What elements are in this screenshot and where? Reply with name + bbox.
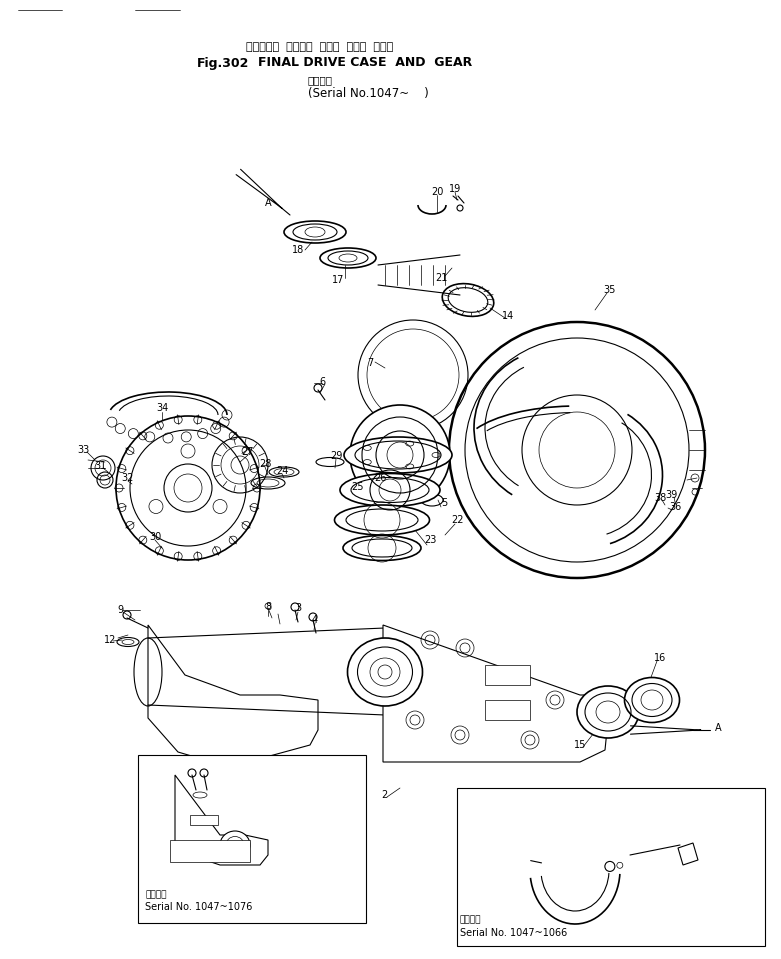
Ellipse shape: [625, 677, 679, 722]
Text: 5: 5: [441, 498, 448, 508]
Polygon shape: [190, 815, 218, 825]
Text: 適用号機: 適用号機: [308, 75, 333, 85]
Bar: [138, 755, 366, 923]
Text: 16: 16: [654, 653, 666, 663]
Text: 35: 35: [604, 285, 616, 295]
Text: 33: 33: [77, 445, 89, 455]
Text: 8: 8: [265, 602, 271, 612]
Text: 36: 36: [669, 502, 681, 512]
Text: 適用号機: 適用号機: [460, 916, 482, 924]
Text: 22: 22: [451, 515, 464, 525]
Polygon shape: [485, 665, 530, 685]
Text: 13: 13: [157, 767, 169, 777]
Text: 32: 32: [122, 473, 134, 483]
Text: 23: 23: [424, 535, 436, 545]
Text: 30: 30: [149, 532, 161, 542]
Text: 9: 9: [177, 770, 183, 780]
Text: Serial No. 1047~1076: Serial No. 1047~1076: [145, 902, 252, 912]
Text: 31: 31: [94, 461, 106, 471]
Bar: [457, 788, 765, 946]
Text: FINAL DRIVE CASE  AND  GEAR: FINAL DRIVE CASE AND GEAR: [258, 57, 473, 69]
Text: 19: 19: [449, 184, 461, 194]
Polygon shape: [678, 843, 698, 865]
Ellipse shape: [344, 437, 452, 473]
Text: 37: 37: [689, 870, 701, 880]
Text: 18: 18: [292, 245, 304, 255]
Text: 26: 26: [374, 473, 386, 483]
Text: 39: 39: [665, 490, 677, 500]
Polygon shape: [485, 700, 530, 720]
Text: 25: 25: [351, 482, 364, 492]
Text: 3: 3: [295, 603, 301, 613]
Text: 12: 12: [104, 635, 116, 645]
Text: (Serial No.1047~    ): (Serial No.1047~ ): [308, 86, 429, 100]
Text: 28: 28: [259, 459, 271, 469]
Text: 29: 29: [330, 451, 342, 461]
Text: 38: 38: [654, 493, 666, 503]
Text: 15: 15: [574, 740, 587, 750]
Text: 4: 4: [312, 615, 318, 625]
Text: 9: 9: [117, 605, 123, 615]
Ellipse shape: [340, 474, 440, 506]
Text: 適用号機: 適用号機: [145, 891, 166, 900]
Text: 2: 2: [381, 790, 387, 800]
Text: 24: 24: [276, 466, 288, 476]
Text: 20: 20: [431, 187, 443, 197]
Text: 6: 6: [319, 377, 325, 387]
Ellipse shape: [577, 686, 639, 738]
Ellipse shape: [348, 638, 423, 706]
Circle shape: [350, 405, 450, 505]
Ellipse shape: [343, 535, 421, 560]
Text: A: A: [715, 723, 722, 733]
Text: Fig.302: Fig.302: [197, 57, 249, 69]
Text: 21: 21: [435, 273, 448, 283]
Polygon shape: [383, 625, 608, 762]
Text: 27: 27: [242, 447, 255, 457]
Polygon shape: [148, 625, 318, 760]
Text: 10: 10: [152, 835, 164, 845]
Text: 14: 14: [502, 311, 514, 321]
Text: 36: 36: [711, 888, 724, 898]
Polygon shape: [175, 775, 268, 865]
Text: 8: 8: [285, 847, 291, 857]
Text: 17: 17: [332, 275, 344, 285]
Text: 35: 35: [574, 883, 587, 893]
Text: 11: 11: [156, 812, 168, 822]
Text: Serial No. 1047~1066: Serial No. 1047~1066: [460, 928, 567, 938]
Polygon shape: [170, 840, 250, 862]
Text: 34: 34: [156, 403, 168, 413]
Text: A: A: [265, 198, 271, 208]
Ellipse shape: [334, 505, 430, 535]
Ellipse shape: [220, 831, 250, 859]
Text: ファイナル  ドライブ  ケース  および  ギヤー: ファイナル ドライブ ケース および ギヤー: [246, 42, 394, 52]
Text: 7: 7: [367, 358, 373, 368]
